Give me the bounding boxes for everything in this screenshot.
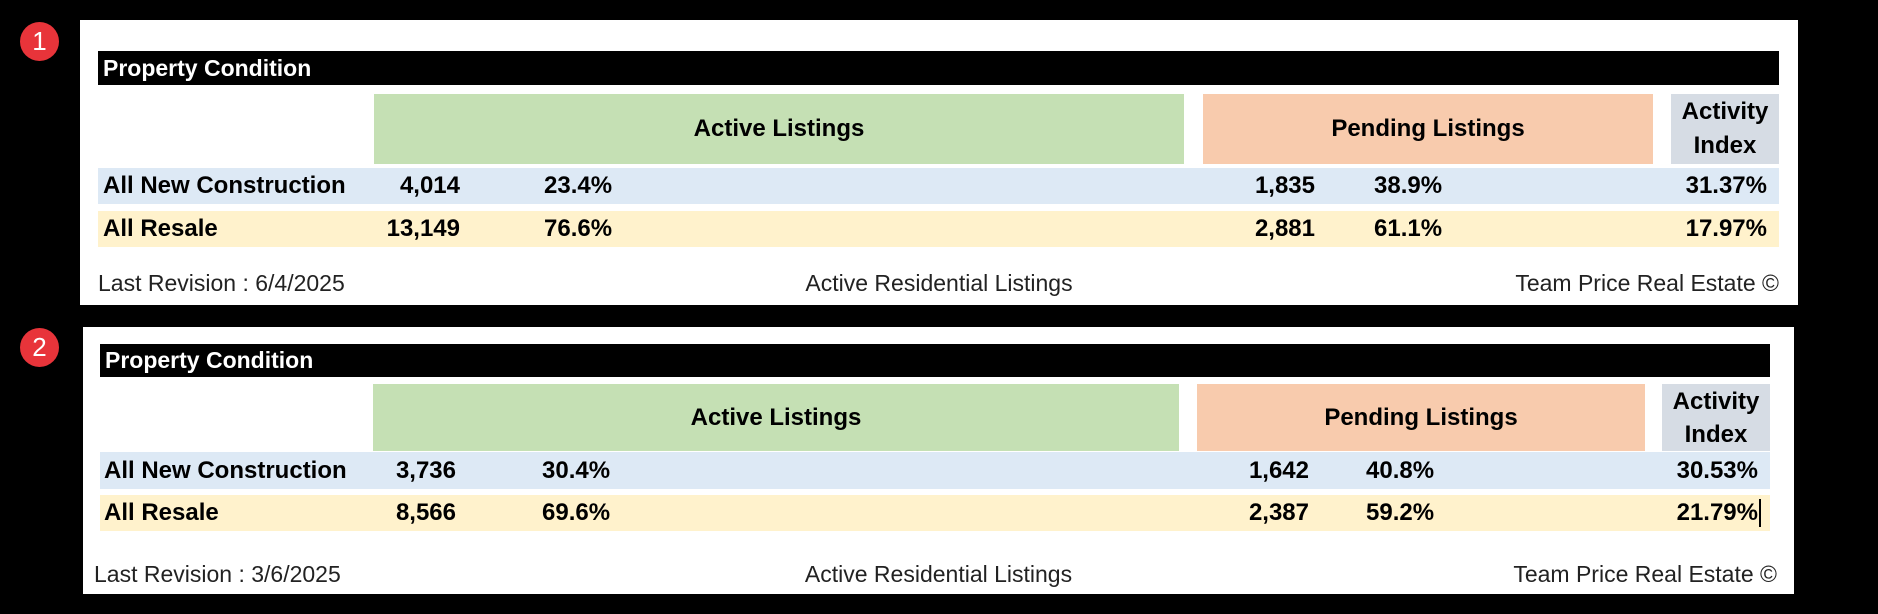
row-label: All New Construction [104,456,347,484]
footer-brand: Team Price Real Estate © [1513,561,1777,587]
pending-count: 2,881 [1254,215,1315,242]
table-row-new-construction: All New Construction 3,736 30.4% 1,642 4… [100,452,1770,489]
active-count: 8,566 [395,499,456,526]
pending-pct: 59.2% [1366,499,1435,526]
table-row-resale: All Resale 13,149 76.6% 2,881 61.1% 17.9… [98,211,1779,247]
callout-badge-2: 2 [20,328,59,367]
text-cursor [1759,499,1761,527]
section-title: Property Condition [100,344,1770,377]
header-active-listings: Active Listings [374,94,1184,164]
active-pct: 23.4% [544,172,613,199]
section-title: Property Condition [98,51,1779,85]
activity-index: 30.53% [1676,456,1758,484]
header-active-listings: Active Listings [373,384,1179,451]
header-pending-listings: Pending Listings [1197,384,1645,451]
pending-count: 2,387 [1248,499,1309,526]
callout-badge-1: 1 [20,22,59,61]
header-pending-listings: Pending Listings [1203,94,1653,164]
activity-index: 31.37% [1685,172,1767,199]
footer-revision: Last Revision : 3/6/2025 [94,561,341,587]
active-pct: 76.6% [544,215,613,242]
row-label: All New Construction [103,172,346,199]
header-activity-index: Activity Index [1671,94,1779,164]
active-count: 3,736 [395,456,456,484]
row-label: All Resale [104,499,219,526]
pending-pct: 38.9% [1374,172,1443,199]
row-label: All Resale [103,215,218,242]
pending-pct: 40.8% [1366,456,1435,484]
table-row-resale: All Resale 8,566 69.6% 2,387 59.2% 21.79… [100,495,1770,531]
active-pct: 30.4% [542,456,611,484]
pending-count: 1,642 [1248,456,1309,484]
report-panel-1: Property Condition Active Listings Pendi… [80,20,1798,305]
pending-count: 1,835 [1254,172,1315,199]
active-count: 13,149 [386,215,460,242]
pending-pct: 61.1% [1374,215,1443,242]
footer-center: Active Residential Listings [804,561,1073,587]
footer-revision: Last Revision : 6/4/2025 [98,270,345,296]
header-activity-index: Activity Index [1662,384,1770,451]
table-row-new-construction: All New Construction 4,014 23.4% 1,835 3… [98,168,1779,204]
activity-index: 17.97% [1685,215,1767,242]
activity-index: 21.79% [1676,499,1758,526]
footer-center: Active Residential Listings [805,270,1073,296]
active-count: 4,014 [399,172,460,199]
report-panel-2: Property Condition Active Listings Pendi… [83,327,1794,594]
footer-brand: Team Price Real Estate © [1515,270,1779,296]
active-pct: 69.6% [542,499,611,526]
